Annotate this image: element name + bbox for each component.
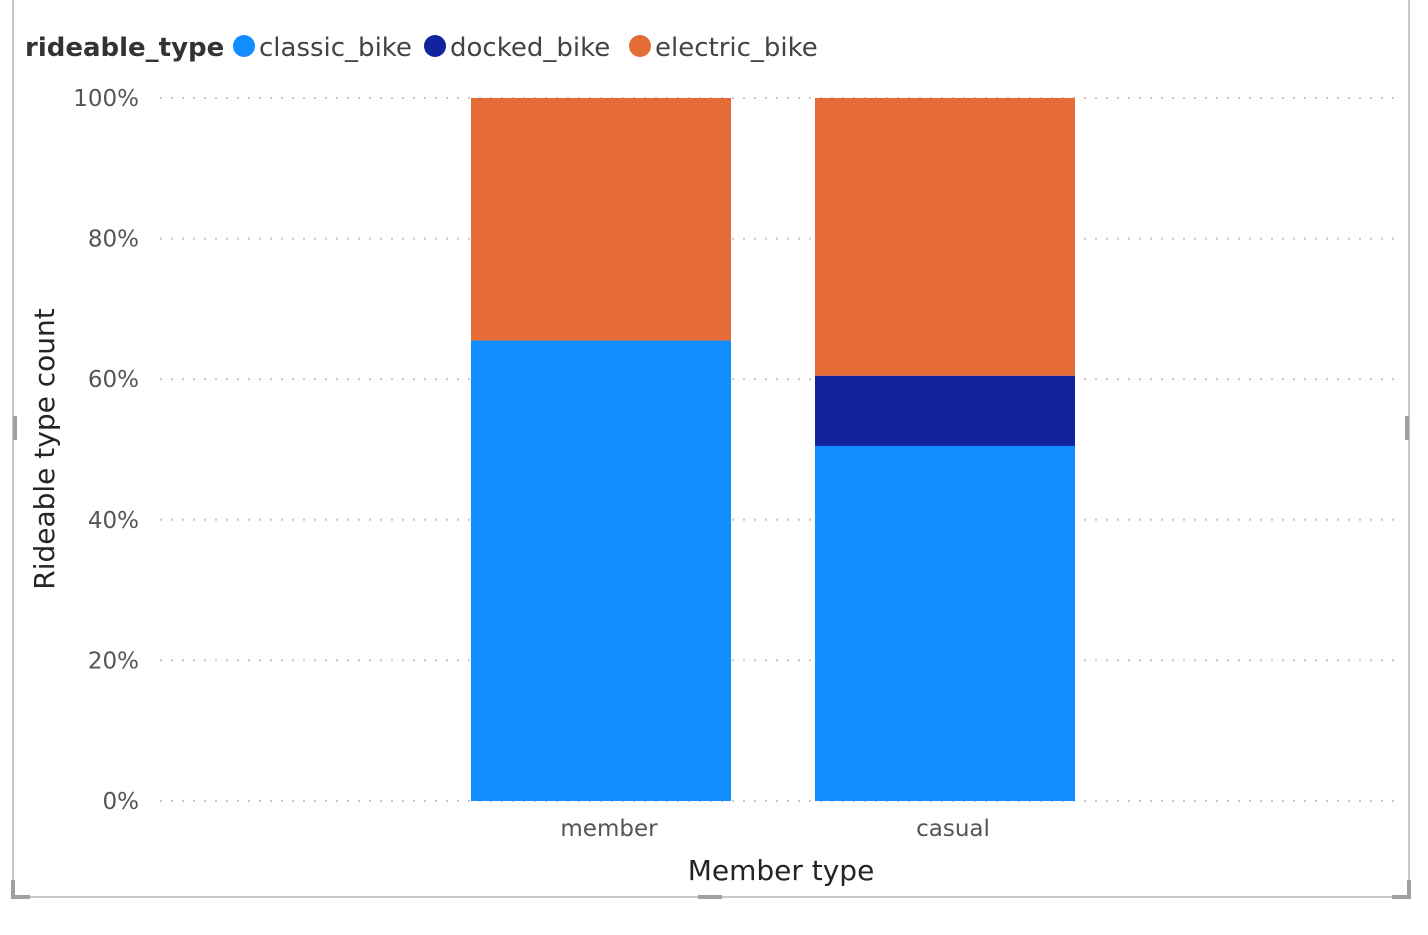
bar-casual-classic_bike[interactable] bbox=[815, 445, 1075, 801]
legend-label: docked_bike bbox=[450, 33, 610, 63]
y-tick-label: 20% bbox=[88, 648, 139, 674]
legend-item-electric_bike[interactable]: electric_bike bbox=[629, 33, 818, 63]
x-axis-ticks: member casual bbox=[560, 816, 989, 842]
legend-title: rideable_type bbox=[25, 33, 224, 63]
y-tick-label: 80% bbox=[88, 227, 139, 253]
legend-item-docked_bike[interactable]: docked_bike bbox=[424, 33, 610, 63]
y-tick-label: 60% bbox=[88, 367, 139, 393]
y-axis-ticks: 0% 20% 40% 60% 80% 100% bbox=[73, 86, 139, 815]
resize-handle-bottom-left[interactable] bbox=[11, 880, 30, 899]
y-axis-title: Rideable type count bbox=[28, 308, 61, 590]
gridlines bbox=[160, 97, 1400, 802]
bars bbox=[471, 98, 1075, 801]
legend-label: electric_bike bbox=[655, 33, 818, 63]
x-tick-label: casual bbox=[916, 816, 990, 842]
x-tick-label: member bbox=[560, 816, 658, 842]
x-axis-title: Member type bbox=[688, 854, 875, 887]
legend: rideable_type classic_bike docked_bike ele… bbox=[25, 33, 818, 63]
y-tick-label: 40% bbox=[88, 508, 139, 534]
bar-member-electric_bike[interactable] bbox=[471, 98, 731, 341]
legend-marker bbox=[233, 35, 255, 57]
legend-item-classic_bike[interactable]: classic_bike bbox=[233, 33, 412, 63]
bar-member-classic_bike[interactable] bbox=[471, 340, 731, 801]
legend-label: classic_bike bbox=[259, 33, 412, 63]
bar-casual-docked_bike[interactable] bbox=[815, 375, 1075, 446]
bar-casual-electric_bike[interactable] bbox=[815, 98, 1075, 376]
legend-marker bbox=[629, 35, 651, 57]
legend-marker bbox=[424, 35, 446, 57]
y-tick-label: 100% bbox=[73, 86, 139, 112]
resize-handle-bottom-right[interactable] bbox=[1392, 880, 1411, 899]
y-tick-label: 0% bbox=[103, 789, 140, 815]
